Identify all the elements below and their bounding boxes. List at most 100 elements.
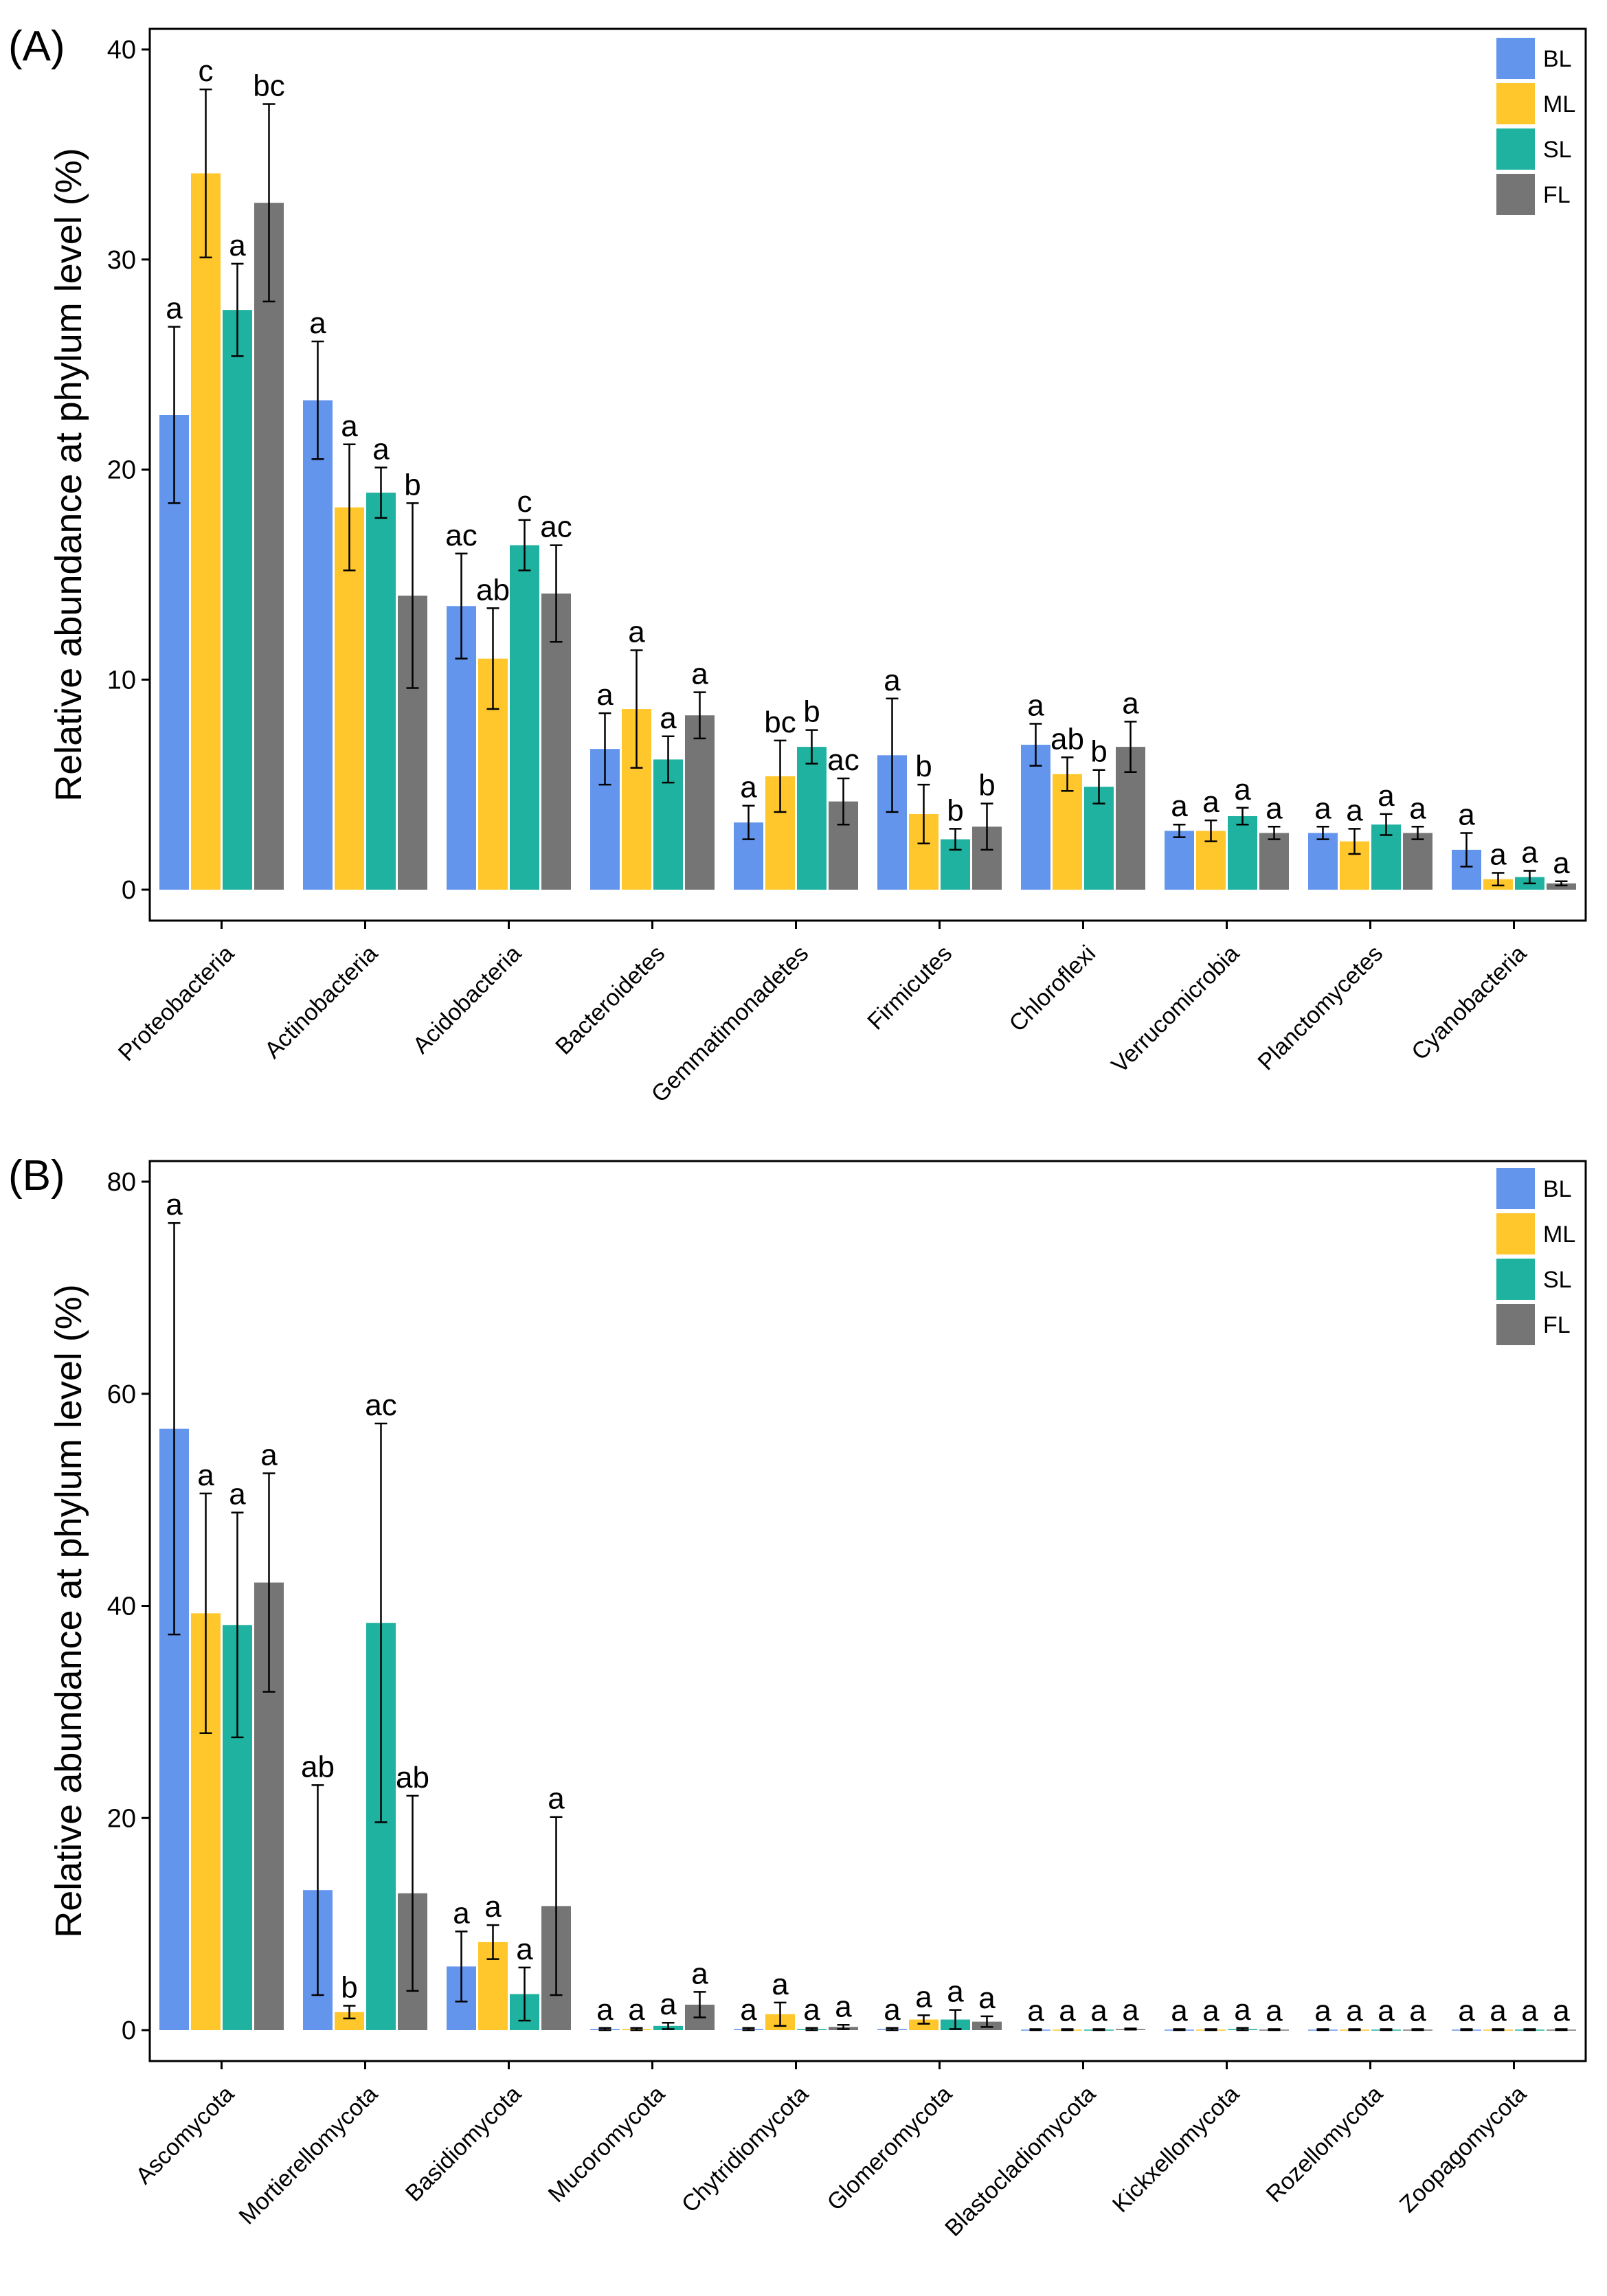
category-label: Cyanobacteria (1406, 941, 1531, 1066)
significance-label: a (1202, 1994, 1220, 2027)
y-tick-label: 0 (122, 2016, 136, 2045)
bar-sl (797, 747, 827, 890)
bar-fl (685, 715, 715, 890)
significance-label: a (372, 432, 390, 466)
y-tick-label: 40 (107, 1592, 136, 1621)
y-tick-label: 40 (107, 36, 136, 65)
significance-label: a (1378, 779, 1395, 813)
bar-sl (223, 310, 252, 890)
significance-label: a (884, 1993, 901, 2027)
significance-label: a (1521, 835, 1538, 869)
bar-ml (191, 173, 221, 890)
legend-label: SL (1543, 1267, 1572, 1293)
category-label: Chytridiomycota (677, 2081, 813, 2218)
y-tick-label: 0 (122, 876, 136, 905)
bar-fl (254, 203, 284, 890)
legend-swatch-sl (1496, 1259, 1535, 1300)
legend-label: ML (1543, 91, 1575, 117)
significance-label: a (1553, 846, 1570, 880)
bar-bl (1165, 831, 1194, 890)
significance-label: a (740, 771, 757, 804)
significance-label: a (1458, 798, 1475, 831)
significance-label: b (947, 794, 963, 827)
significance-label: a (947, 1975, 964, 2009)
bar-fl (541, 593, 571, 890)
legend-label: SL (1543, 137, 1572, 163)
bar-ml (909, 2019, 939, 2030)
significance-label: a (835, 1990, 852, 2023)
significance-label: a (166, 292, 183, 326)
significance-label: a (660, 1988, 677, 2021)
legend-label: FL (1543, 1312, 1571, 1338)
significance-label: a (1553, 1994, 1570, 2027)
panel-a: (A) Relative abundance at phylum level (%… (8, 23, 1587, 1107)
significance-label: b (404, 468, 420, 502)
significance-label: bc (764, 706, 796, 739)
significance-label: b (978, 769, 995, 802)
significance-label: a (1234, 773, 1251, 807)
bar-sl (510, 545, 539, 890)
significance-label: a (1266, 791, 1283, 825)
category-label: Gemmatimonadetes (647, 941, 813, 1107)
significance-label: a (740, 1993, 757, 2027)
significance-label: a (1027, 1994, 1044, 2027)
significance-label: b (1090, 735, 1107, 769)
significance-label: a (341, 409, 358, 443)
significance-label: a (978, 1981, 996, 2015)
category-label: Mucoromycota (543, 2081, 671, 2208)
category-label: Actinobacteria (260, 941, 383, 1063)
legend-label: BL (1543, 1176, 1572, 1202)
significance-label: a (596, 678, 614, 712)
significance-label: a (772, 1968, 789, 2001)
panel-label: (A) (8, 23, 65, 70)
y-tick-label: 10 (107, 666, 136, 695)
significance-label: a (1266, 1994, 1283, 2027)
significance-label: a (1122, 686, 1139, 720)
y-axis-title: Relative abundance at phylum level (%) (48, 148, 89, 802)
significance-label: a (260, 1439, 278, 1472)
legend-swatch-bl (1496, 1168, 1535, 1209)
category-label: Bacteroidetes (550, 941, 670, 1060)
significance-label: a (1490, 1994, 1507, 2027)
significance-label: a (516, 1933, 533, 1966)
bar-fl (1259, 833, 1289, 890)
legend-label: BL (1543, 46, 1572, 72)
legend-label: FL (1543, 182, 1571, 208)
plot-frame (148, 1160, 1587, 2062)
significance-label: a (660, 701, 677, 735)
category-label: Chloroflexi (1004, 941, 1101, 1037)
significance-label: a (1521, 1994, 1538, 2027)
category-label: Ascomycota (131, 2081, 239, 2190)
significance-label: a (1346, 794, 1363, 827)
significance-label: a (691, 657, 708, 691)
significance-label: ac (827, 743, 859, 777)
significance-label: ab (396, 1761, 429, 1794)
y-tick-label: 20 (107, 1804, 136, 1833)
significance-label: a (197, 1459, 214, 1492)
significance-label: ab (476, 573, 510, 607)
significance-label: a (1458, 1994, 1475, 2027)
significance-label: a (1409, 1994, 1426, 2027)
significance-label: a (1314, 791, 1331, 825)
category-label: Blastocladiomycota (940, 2081, 1101, 2242)
significance-label: a (1090, 1994, 1108, 2027)
category-label: Proteobacteria (113, 941, 239, 1066)
y-tick-label: 20 (107, 456, 136, 485)
bar-ml (1053, 774, 1082, 890)
bar-fl (1547, 883, 1576, 890)
significance-label: a (1409, 791, 1426, 825)
legend-swatch-sl (1496, 128, 1535, 170)
category-label: Kickxellomycota (1108, 2081, 1244, 2218)
panel-label: (B) (8, 1152, 65, 1200)
significance-label: a (1234, 1993, 1251, 2027)
significance-label: a (691, 1957, 708, 1990)
significance-label: a (229, 1478, 246, 1511)
bar-bl (1308, 833, 1338, 890)
panel-b: (B) Relative abundance at phylum level (%… (8, 1152, 1587, 2242)
bar-sl (1228, 815, 1257, 890)
significance-label: a (1314, 1994, 1331, 2027)
significance-label: a (1378, 1994, 1395, 2027)
category-label: Planctomycetes (1253, 941, 1389, 1076)
significance-label: b (341, 1970, 357, 2004)
